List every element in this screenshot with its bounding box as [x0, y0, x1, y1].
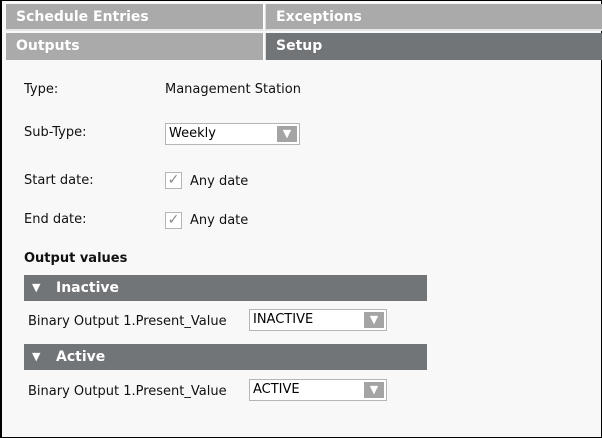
section-active-header[interactable]: ▼ Active: [24, 344, 427, 370]
chevron-down-icon[interactable]: ▼: [364, 312, 384, 328]
tab-schedule-entries[interactable]: Schedule Entries: [6, 4, 264, 31]
subtype-label: Sub-Type:: [24, 125, 87, 140]
start-any-date-checkbox[interactable]: ✓: [165, 172, 182, 189]
chevron-down-icon[interactable]: ▼: [277, 126, 297, 142]
start-any-date-label: Any date: [190, 174, 249, 189]
chevron-down-icon[interactable]: ▼: [364, 382, 384, 398]
output-values-heading: Output values: [24, 251, 128, 266]
end-date-label: End date:: [24, 212, 87, 227]
end-any-date-checkbox[interactable]: ✓: [165, 212, 182, 229]
section-inactive-header[interactable]: ▼ Inactive: [24, 275, 427, 301]
subtype-select[interactable]: Weekly ▼: [165, 123, 300, 145]
inactive-value: INACTIVE: [253, 312, 314, 327]
check-icon: ✓: [167, 172, 180, 188]
inactive-value-select[interactable]: INACTIVE ▼: [249, 309, 387, 331]
collapse-triangle-icon: ▼: [32, 281, 41, 294]
end-any-date-label: Any date: [190, 213, 249, 228]
subtype-value: Weekly: [169, 126, 216, 141]
active-output-label: Binary Output 1.Present_Value: [28, 384, 227, 399]
start-date-label: Start date:: [24, 173, 94, 188]
section-title: Active: [56, 349, 106, 365]
section-title: Inactive: [56, 280, 120, 296]
tab-setup[interactable]: Setup: [265, 33, 602, 60]
tab-exceptions[interactable]: Exceptions: [265, 4, 602, 31]
check-icon: ✓: [167, 212, 180, 228]
active-value-select[interactable]: ACTIVE ▼: [249, 379, 387, 401]
tab-outputs[interactable]: Outputs: [6, 33, 264, 60]
inactive-output-label: Binary Output 1.Present_Value: [28, 314, 227, 329]
type-label: Type:: [24, 82, 59, 97]
active-value: ACTIVE: [253, 382, 300, 397]
collapse-triangle-icon: ▼: [32, 350, 41, 363]
type-value: Management Station: [165, 82, 301, 97]
